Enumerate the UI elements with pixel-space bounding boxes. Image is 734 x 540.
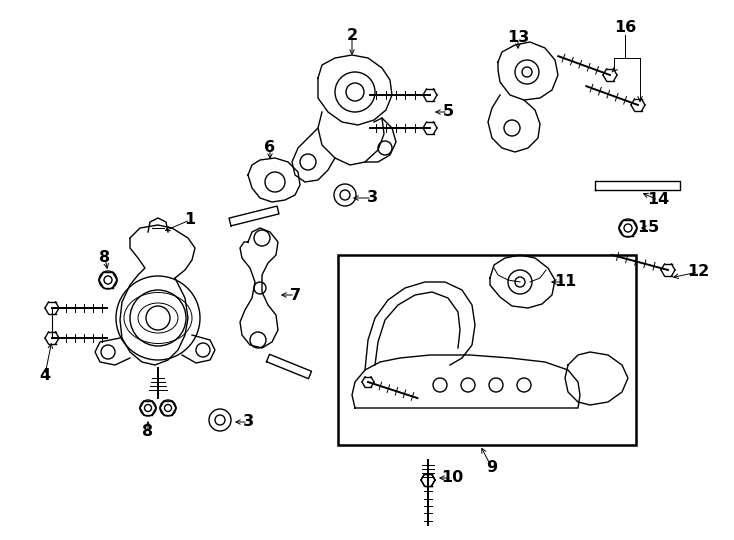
Text: 4: 4 <box>40 368 51 382</box>
Text: 16: 16 <box>614 21 636 36</box>
Bar <box>338 255 636 445</box>
Text: 1: 1 <box>184 213 195 227</box>
Text: 9: 9 <box>487 461 498 476</box>
Text: 11: 11 <box>554 274 576 289</box>
Text: 6: 6 <box>264 140 275 156</box>
Text: 10: 10 <box>441 470 463 485</box>
Text: 12: 12 <box>687 265 709 280</box>
Text: 8: 8 <box>142 424 153 440</box>
Text: 5: 5 <box>443 105 454 119</box>
Text: 7: 7 <box>289 287 300 302</box>
Text: 3: 3 <box>366 191 377 206</box>
Text: 2: 2 <box>346 28 357 43</box>
Text: 14: 14 <box>647 192 669 207</box>
Text: 3: 3 <box>242 415 253 429</box>
Text: 13: 13 <box>507 30 529 45</box>
Text: 15: 15 <box>637 220 659 235</box>
Text: 8: 8 <box>99 251 111 266</box>
